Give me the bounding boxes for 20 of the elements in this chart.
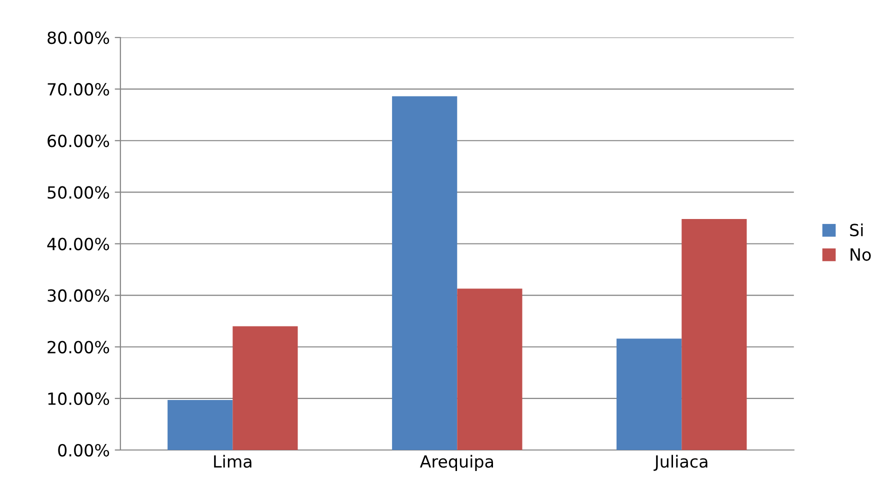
y-tick-label: 50.00% [48,186,110,199]
bar [232,326,298,450]
bar [616,338,682,450]
y-tick-label: 40.00% [47,238,110,250]
y-tick-label: 80.00% [48,31,110,44]
y-tick-label: 70.00% [48,83,110,96]
bar [168,400,233,450]
x-tick-label: Arequipa [420,454,493,471]
x-tick-label: Juliaca [654,454,708,471]
bar [682,219,747,450]
y-tick-label: 60.00% [48,134,110,148]
bar [392,96,458,450]
y-tick-label: 20.00% [48,340,110,354]
x-tick-label: Lima [214,454,252,468]
legend-label: Si [850,223,863,236]
y-tick-label: 10.00% [48,392,110,406]
y-tick-label: 30.00% [48,289,110,302]
bar [457,288,522,450]
y-tick-label: 0.00% [58,444,110,457]
legend-label: No [850,248,871,261]
